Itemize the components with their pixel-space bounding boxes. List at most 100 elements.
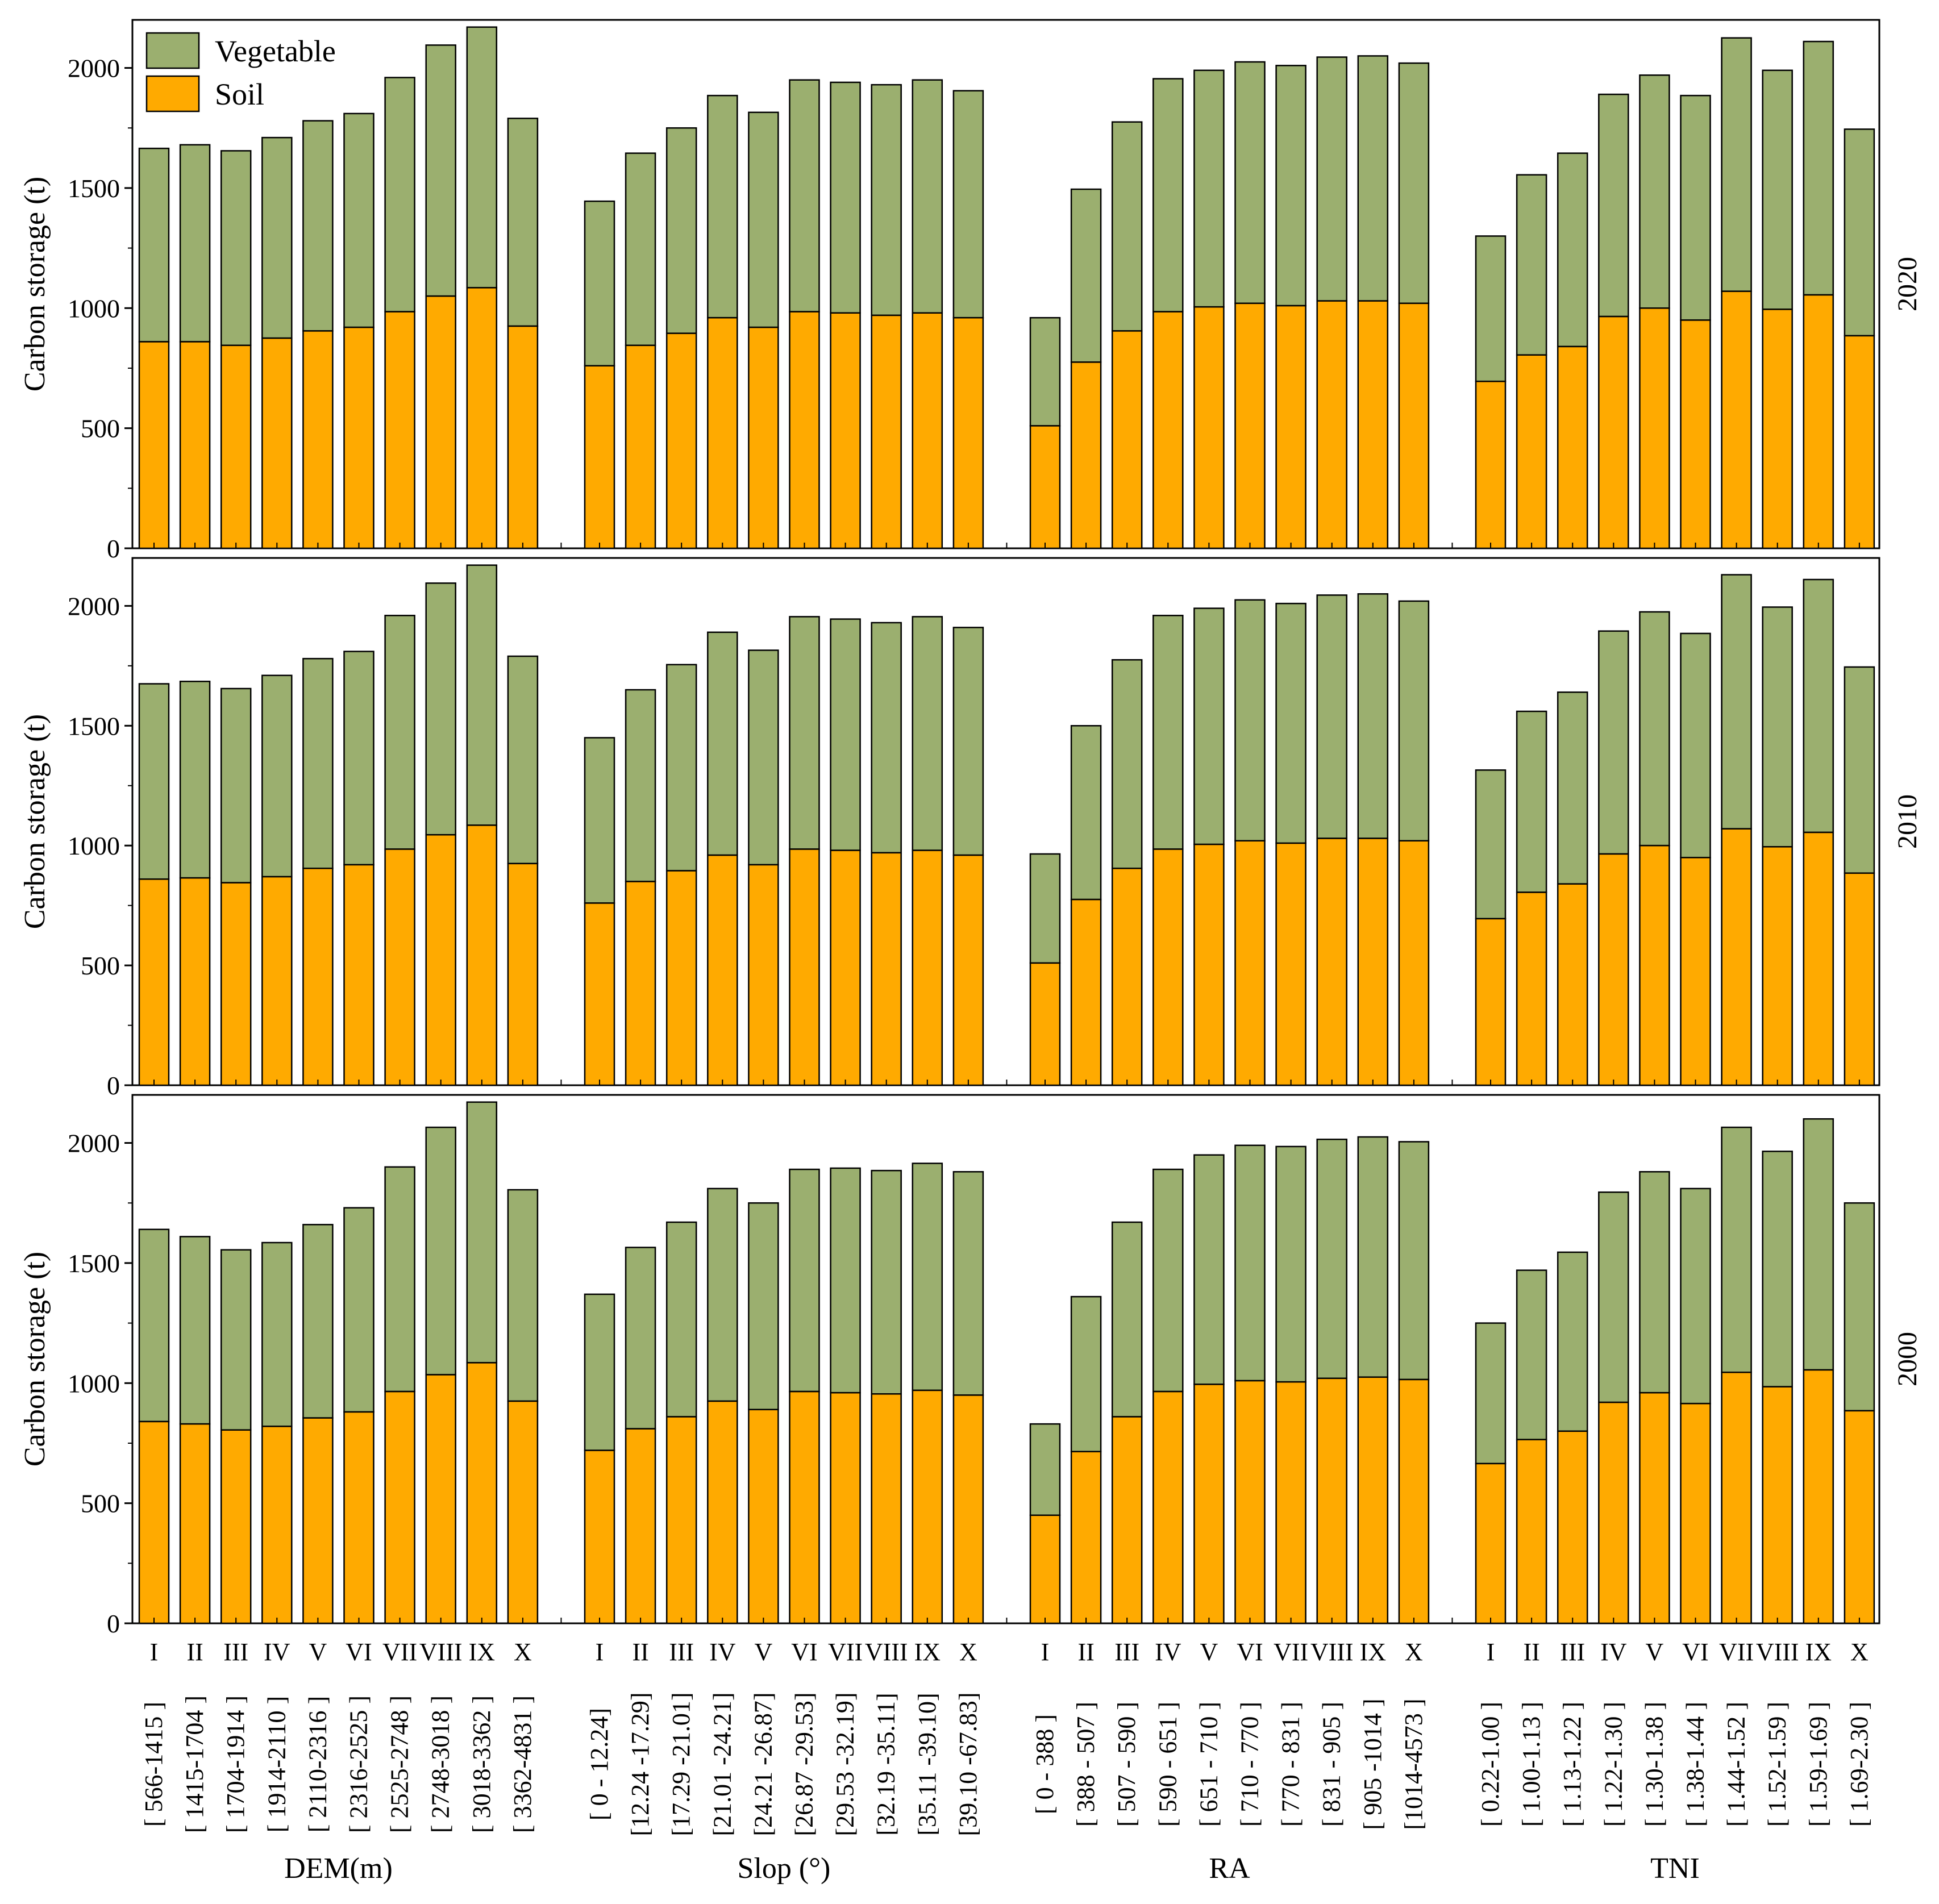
bar-vegetable (1111, 121, 1143, 332)
bar-vegetable (1762, 1151, 1793, 1388)
bar-vegetable (912, 616, 943, 851)
x-range-label: [ 0.22-1.00 ] (1476, 1702, 1504, 1827)
y-tick-label: 1000 (68, 831, 120, 860)
bar-soil (1316, 1377, 1347, 1624)
x-roman-label: II (186, 1638, 203, 1666)
x-roman-label: IX (914, 1638, 941, 1666)
bar-soil (584, 1449, 615, 1624)
bar-vegetable (1029, 316, 1061, 427)
bar-soil (584, 365, 615, 549)
y-tick-label: 0 (107, 534, 120, 563)
bar-soil (425, 1374, 456, 1624)
bar-vegetable (584, 737, 615, 904)
bar-vegetable (343, 113, 375, 328)
bar-soil (625, 344, 656, 549)
bar-vegetable (625, 1247, 656, 1430)
bar-vegetable (1598, 1191, 1629, 1403)
bar-soil (1275, 1381, 1306, 1624)
y-tick-label: 0 (107, 1071, 120, 1100)
bar-vegetable (625, 152, 656, 347)
x-roman-label: VI (791, 1638, 817, 1666)
bar-vegetable (748, 649, 779, 866)
bar-soil (138, 1420, 170, 1624)
bar-soil (220, 1429, 252, 1624)
bar-soil (1516, 354, 1547, 549)
bar-vegetable (466, 564, 498, 826)
x-group-label: RA (1209, 1852, 1250, 1885)
bar-vegetable (1721, 574, 1752, 830)
x-range-label: [ 1.69-2.30 ] (1845, 1702, 1873, 1827)
bar-vegetable (1844, 1202, 1875, 1412)
bar-soil (665, 1416, 697, 1624)
bar-soil (871, 852, 902, 1086)
bar-soil (1234, 840, 1266, 1086)
x-roman-label: IX (1805, 1638, 1832, 1666)
bar-vegetable (952, 627, 984, 856)
bar-vegetable (384, 1166, 415, 1393)
bar-vegetable (1357, 1136, 1389, 1378)
x-range-label: [29.53 -32.19] (831, 1693, 859, 1836)
x-range-label: [ 3018-3362 ] (468, 1695, 496, 1833)
bar-soil (1193, 1384, 1225, 1624)
bar-vegetable (1029, 1423, 1061, 1516)
x-range-label: [ 1.52-1.59 ] (1763, 1702, 1791, 1827)
bar-soil (1762, 1386, 1793, 1624)
bar-soil (302, 868, 334, 1086)
x-roman-label: VIII (419, 1638, 463, 1666)
bar-vegetable (1639, 74, 1670, 309)
bar-soil (1070, 361, 1102, 549)
bar-vegetable (302, 120, 334, 332)
bar-vegetable (1721, 1126, 1752, 1373)
bar-vegetable (261, 674, 293, 878)
y-tick-label: 500 (81, 951, 120, 980)
bar-soil (1275, 842, 1306, 1086)
bar-soil (665, 870, 697, 1086)
legend: Vegetable Soil (145, 32, 336, 113)
bar-vegetable (1475, 235, 1507, 382)
bar-soil (179, 877, 211, 1086)
bar-vegetable (1516, 710, 1547, 893)
bar-vegetable (138, 683, 170, 880)
bar-soil (507, 1400, 539, 1624)
bar-vegetable (1721, 37, 1752, 292)
panel-frame (131, 1094, 1880, 1624)
x-roman-label: X (959, 1638, 977, 1666)
bar-vegetable (1357, 55, 1389, 302)
bar-vegetable (1234, 1144, 1266, 1382)
bar-soil (425, 295, 456, 549)
y-tick-label: 1000 (68, 1369, 120, 1398)
y-tick-label: 1000 (68, 294, 120, 323)
bar-soil (1557, 345, 1588, 549)
bar-vegetable (343, 1207, 375, 1413)
x-group-label: DEM(m) (284, 1852, 393, 1885)
bar-vegetable (789, 1168, 820, 1393)
bar-soil (466, 824, 498, 1086)
bar-vegetable (343, 651, 375, 866)
bar-soil (507, 863, 539, 1086)
bar-soil (707, 1400, 738, 1624)
y-tick-label: 1500 (68, 711, 120, 740)
x-range-label: [ 1.22-1.30 ] (1599, 1702, 1627, 1827)
bar-soil (302, 330, 334, 549)
x-roman-label: X (1850, 1638, 1869, 1666)
x-range-label: [ 831 - 905 ] (1318, 1702, 1346, 1827)
bar-soil (384, 311, 415, 549)
x-roman-label: VI (346, 1638, 372, 1666)
x-roman-label: II (632, 1638, 648, 1666)
bar-vegetable (1557, 691, 1588, 885)
bar-vegetable (1398, 600, 1430, 841)
bar-soil (1152, 1390, 1184, 1624)
bar-vegetable (1193, 69, 1225, 308)
x-range-label: [26.87 -29.53] (790, 1693, 818, 1836)
bar-vegetable (425, 1126, 456, 1376)
panel-frame (131, 557, 1880, 1086)
bar-soil (1639, 1391, 1670, 1624)
bar-vegetable (665, 127, 697, 334)
bar-soil (384, 1390, 415, 1624)
x-range-label: [24.21 -26.87] (749, 1693, 777, 1836)
x-range-label: [ 651 - 710 ] (1195, 1702, 1222, 1827)
bar-soil (261, 337, 293, 549)
bar-vegetable (1275, 65, 1306, 307)
bar-vegetable (584, 200, 615, 366)
bar-soil (1844, 872, 1875, 1086)
